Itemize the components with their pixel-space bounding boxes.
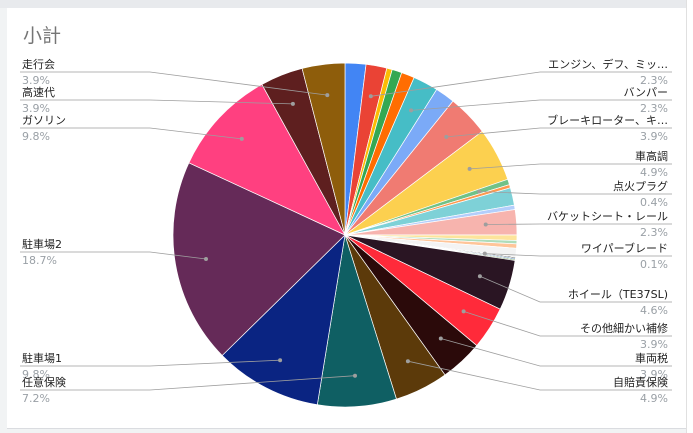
leader-line xyxy=(20,251,207,260)
leader-line xyxy=(479,275,672,303)
slice-percent: 4.9% xyxy=(640,166,668,179)
slice-percent: 18.7% xyxy=(22,254,57,267)
slice-percent: 3.9% xyxy=(640,338,668,351)
slice-label: 車両税 xyxy=(635,351,668,365)
slice-percent: 3.9% xyxy=(640,368,668,381)
pie-slices xyxy=(172,62,518,408)
slice-percent: 2.3% xyxy=(640,74,668,87)
leader-lines xyxy=(20,71,672,391)
slice-percent: 9.8% xyxy=(22,130,50,143)
slice-label: 高速代 xyxy=(22,85,55,99)
sheet-header-strip xyxy=(0,0,693,8)
slice-label: 駐車場2 xyxy=(22,237,62,251)
slice-labels: 走行会3.9%高速代3.9%ガソリン9.8%駐車場218.7%駐車場19.8%任… xyxy=(22,57,668,405)
leader-line xyxy=(484,253,672,257)
leader-line xyxy=(20,127,242,140)
slice-label: 車高調 xyxy=(635,149,668,163)
slice-percent: 2.3% xyxy=(640,102,668,115)
slice-percent: 4.9% xyxy=(640,392,668,405)
slice-percent: 0.1% xyxy=(640,258,668,271)
slice-label: 走行会 xyxy=(22,58,55,71)
leader-line xyxy=(407,360,672,391)
slice-label: 任意保険 xyxy=(22,375,66,389)
slice-percent: 4.6% xyxy=(640,304,668,317)
slice-label: バケットシート・レール xyxy=(547,210,668,223)
slice-label: 駐車場1 xyxy=(22,351,62,365)
leader-line xyxy=(479,191,672,195)
leader-line xyxy=(446,127,672,138)
leader-line xyxy=(20,359,281,367)
slice-label: 自賠責保険 xyxy=(613,375,668,389)
slice-label: その他細かい補修 xyxy=(580,321,668,335)
slice-percent: 2.3% xyxy=(640,226,668,239)
slice-label: 点火プラグ xyxy=(613,179,668,193)
sheet-grid-edge xyxy=(686,0,693,433)
pie-slice[interactable] xyxy=(301,62,346,236)
slice-percent: 3.9% xyxy=(640,130,668,143)
leader-line xyxy=(20,375,356,391)
leader-line xyxy=(469,163,672,170)
leader-line xyxy=(20,71,328,96)
slice-label: ホイール（TE37SL) xyxy=(568,288,668,301)
slice-percent: 7.2% xyxy=(22,392,50,405)
leader-line xyxy=(411,99,672,111)
slice-percent: 9.8% xyxy=(22,368,50,381)
slice-label: ブレーキローター、キ… xyxy=(547,113,668,127)
slice-percent: 3.9% xyxy=(22,74,50,87)
slice-label: バンパー xyxy=(623,86,668,99)
slice-percent: 3.9% xyxy=(22,102,50,115)
leader-line xyxy=(440,338,672,367)
slice-percent: 0.4% xyxy=(640,196,668,209)
pie-slice[interactable] xyxy=(172,162,346,356)
slice-label: エンジン、デフ、ミッ… xyxy=(548,57,668,71)
slice-label: ガソリン xyxy=(22,114,66,127)
slice-label: ワイパーブレード xyxy=(581,241,668,255)
chart-title: 小計 xyxy=(23,25,61,47)
pie-slice[interactable] xyxy=(221,234,346,406)
leader-line xyxy=(370,71,672,97)
leader-line xyxy=(20,99,293,105)
leader-line xyxy=(485,223,672,225)
leader-line xyxy=(463,311,672,337)
